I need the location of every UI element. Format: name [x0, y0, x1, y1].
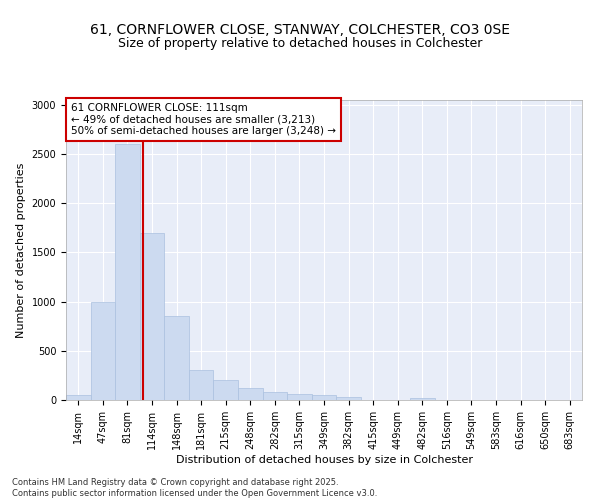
- Bar: [287, 394, 312, 400]
- Bar: [164, 316, 189, 400]
- Bar: [263, 392, 287, 400]
- Bar: [336, 397, 361, 400]
- Bar: [115, 144, 140, 400]
- Text: 61, CORNFLOWER CLOSE, STANWAY, COLCHESTER, CO3 0SE: 61, CORNFLOWER CLOSE, STANWAY, COLCHESTE…: [90, 22, 510, 36]
- Bar: [238, 388, 263, 400]
- Bar: [66, 395, 91, 400]
- Bar: [189, 370, 214, 400]
- Bar: [312, 394, 336, 400]
- Bar: [214, 380, 238, 400]
- Bar: [91, 302, 115, 400]
- Bar: [410, 398, 434, 400]
- Text: Size of property relative to detached houses in Colchester: Size of property relative to detached ho…: [118, 38, 482, 51]
- Text: Contains HM Land Registry data © Crown copyright and database right 2025.
Contai: Contains HM Land Registry data © Crown c…: [12, 478, 377, 498]
- Bar: [140, 233, 164, 400]
- X-axis label: Distribution of detached houses by size in Colchester: Distribution of detached houses by size …: [176, 454, 473, 464]
- Y-axis label: Number of detached properties: Number of detached properties: [16, 162, 26, 338]
- Text: 61 CORNFLOWER CLOSE: 111sqm
← 49% of detached houses are smaller (3,213)
50% of : 61 CORNFLOWER CLOSE: 111sqm ← 49% of det…: [71, 103, 336, 136]
